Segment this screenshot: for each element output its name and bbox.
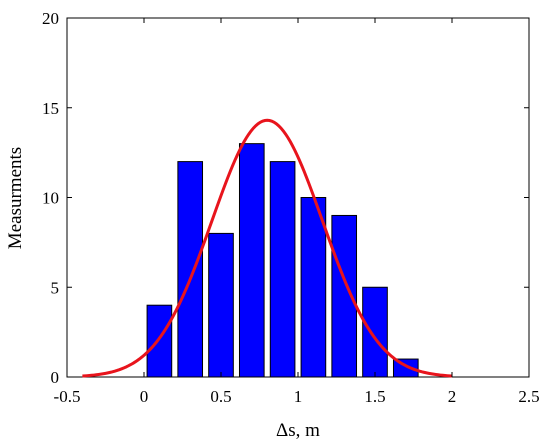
y-tick-label-1: 5 [51,278,60,297]
bar-3 [238,143,265,378]
y-axis-label: Measurments [5,147,26,249]
y-tick-label-3: 15 [42,99,59,118]
x-tick-label-3: 1 [294,387,303,406]
x-tick-label-1: 0 [140,387,149,406]
bar-1 [177,161,204,378]
bars-group [146,143,419,378]
x-tick-label-5: 2 [448,387,457,406]
normal-fit-curve [82,118,453,378]
x-ticks: -0.5 0 0.5 1 1.5 2 2.5 [54,18,540,406]
plot-area [66,17,530,378]
x-tick-label-6: 2.5 [518,387,539,406]
bar-0 [146,304,173,378]
bar-7 [362,286,388,378]
bar-2 [208,232,234,378]
bar-4 [269,161,296,378]
bar-5 [300,197,327,378]
fit-curve-group [82,118,453,378]
x-tick-label-0: -0.5 [54,387,81,406]
y-tick-label-4: 20 [42,9,59,28]
y-tick-label-0: 0 [51,368,60,387]
y-tick-label-2: 10 [42,189,59,208]
x-tick-label-4: 1.5 [364,387,385,406]
x-tick-label-2: 0.5 [210,387,231,406]
y-ticks: 0 5 10 15 20 [42,9,529,387]
x-axis-label: Δs, m [276,420,320,441]
